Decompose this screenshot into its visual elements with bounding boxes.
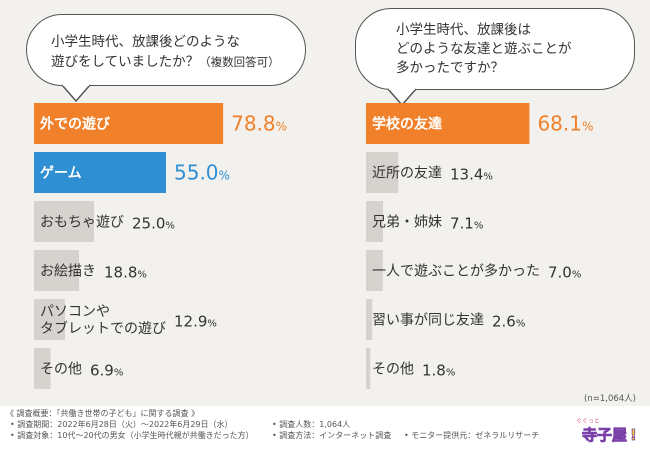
right-bar-label-2: 兄弟・姉妹 <box>372 215 442 231</box>
left-bar-label-2: おもちゃ遊び <box>40 215 124 231</box>
logo-small-text: ぐぐっと <box>576 418 600 425</box>
right-bar-label-0: 学校の友達 <box>372 116 442 133</box>
right-question-bubble: 小学生時代、放課後は どのような友達と遊ぶことが 多かったですか？ <box>355 8 635 90</box>
left-bar-1 <box>34 152 166 193</box>
right-question-line2: どのような友達と遊ぶことが <box>396 41 572 57</box>
right-question-line1: 小学生時代、放課後は <box>396 22 531 38</box>
left-question-line1: 小学生時代、放課後どのような <box>51 34 240 50</box>
survey-people: • 調査人数：1,064人 <box>272 420 351 429</box>
left-bar-label-3: お絵描き <box>40 264 96 280</box>
right-bar-label-5: その他 <box>372 362 414 378</box>
left-bar-group-3: お絵描き 18.8% <box>34 250 147 291</box>
left-bar-value-5: 6.9% <box>90 362 123 380</box>
right-bar-1 <box>366 152 399 193</box>
left-bar-2 <box>34 201 94 242</box>
right-bar-group-3: 一人で遊ぶことが多かった 7.0% <box>366 250 581 291</box>
right-bar-2 <box>366 201 384 242</box>
left-bar-group-1: ゲーム 55.0% <box>34 152 230 193</box>
sample-size: (n=1,064人) <box>584 394 636 404</box>
left-bar-label-4-1: タブレットでの遊び <box>40 320 166 337</box>
right-bar-label-4: 習い事が同じ友達 <box>372 313 484 329</box>
left-bar-group-5: その他 6.9% <box>34 348 123 389</box>
logo-exclaim: ! <box>630 426 637 444</box>
right-bar-group-2: 兄弟・姉妹 7.1% <box>366 201 483 242</box>
survey-period: • 調査期間：2022年6月28日（火）～2022年6月29日（水） <box>10 420 233 429</box>
left-bar-value-1: 55.0% <box>174 161 230 185</box>
terakoya-logo: ぐぐっと 寺子屋 ! <box>576 418 637 444</box>
right-bar-label-1: 近所の友達 <box>372 166 442 182</box>
right-bar-value-4: 2.6% <box>492 313 525 331</box>
left-bar-label-5: その他 <box>40 362 82 378</box>
left-bar-5 <box>34 348 51 389</box>
left-question-bubble: 小学生時代、放課後どのような 遊びをしていましたか？（複数回答可） <box>26 14 306 86</box>
right-bar-label-3: 一人で遊ぶことが多かった <box>372 263 540 280</box>
right-bar-group-4: 習い事が同じ友達 2.6% <box>366 299 525 340</box>
survey-provider: • モニター提供元：ゼネラルリサーチ <box>404 431 540 440</box>
left-bar-3 <box>34 250 80 291</box>
right-bar-group-1: 近所の友達 13.4% <box>366 152 493 193</box>
right-question-line3: 多かったですか？ <box>396 60 504 76</box>
left-question-line2: 遊びをしていましたか？（複数回答可） <box>51 53 280 71</box>
left-bar-label-0: 外での遊び <box>40 116 111 133</box>
right-bar-value-1: 13.4% <box>450 166 493 184</box>
right-bar-group-0: 学校の友達 68.1% <box>366 103 593 144</box>
left-bar-group-0: 外での遊び 78.8% <box>34 103 287 144</box>
bar-charts: 外での遊び 78.8% ゲーム 55.0% おもちゃ遊び 25.0% お絵描き 18.8% パソ… <box>34 103 593 389</box>
right-bar-value-3: 7.0% <box>548 264 581 282</box>
right-bar-0 <box>366 103 530 144</box>
left-question-note: （複数回答可） <box>199 55 280 69</box>
left-bar-label-4-0: パソコンや <box>40 304 110 320</box>
left-bar-value-2: 25.0% <box>132 215 175 233</box>
left-bar-group-2: おもちゃ遊び 25.0% <box>34 201 175 242</box>
left-bar-value-4: 12.9% <box>174 313 217 331</box>
left-bubble-tail <box>61 84 91 103</box>
survey-method: • 調査方法：インターネット調査 <box>272 431 392 440</box>
left-bar-label-1: ゲーム <box>40 165 82 182</box>
right-bar-3 <box>366 250 383 291</box>
left-bar-4 <box>34 299 65 340</box>
right-bar-4 <box>366 299 373 340</box>
left-bar-value-3: 18.8% <box>104 264 147 282</box>
left-question-text2: 遊びをしていましたか？ <box>51 54 200 70</box>
right-bar-value-2: 7.1% <box>450 215 483 233</box>
right-bar-5 <box>366 348 371 389</box>
right-bar-value-5: 1.8% <box>422 362 455 380</box>
right-bar-value-0: 68.1% <box>537 112 593 136</box>
survey-footer: 《 調査概要：「共働き世帯の子ども」に関する調査 》 • 調査期間：2022年6… <box>0 406 650 450</box>
survey-title: 《 調査概要：「共働き世帯の子ども」に関する調査 》 <box>6 409 200 418</box>
logo-main-text: 寺子屋 <box>582 426 627 444</box>
survey-target: • 調査対象：10代～20代の男女（小学生時代親が共働きだった方） <box>10 431 254 440</box>
left-bar-0 <box>34 103 224 144</box>
left-bar-value-0: 78.8% <box>231 112 287 136</box>
right-bar-group-5: その他 1.8% <box>366 348 455 389</box>
